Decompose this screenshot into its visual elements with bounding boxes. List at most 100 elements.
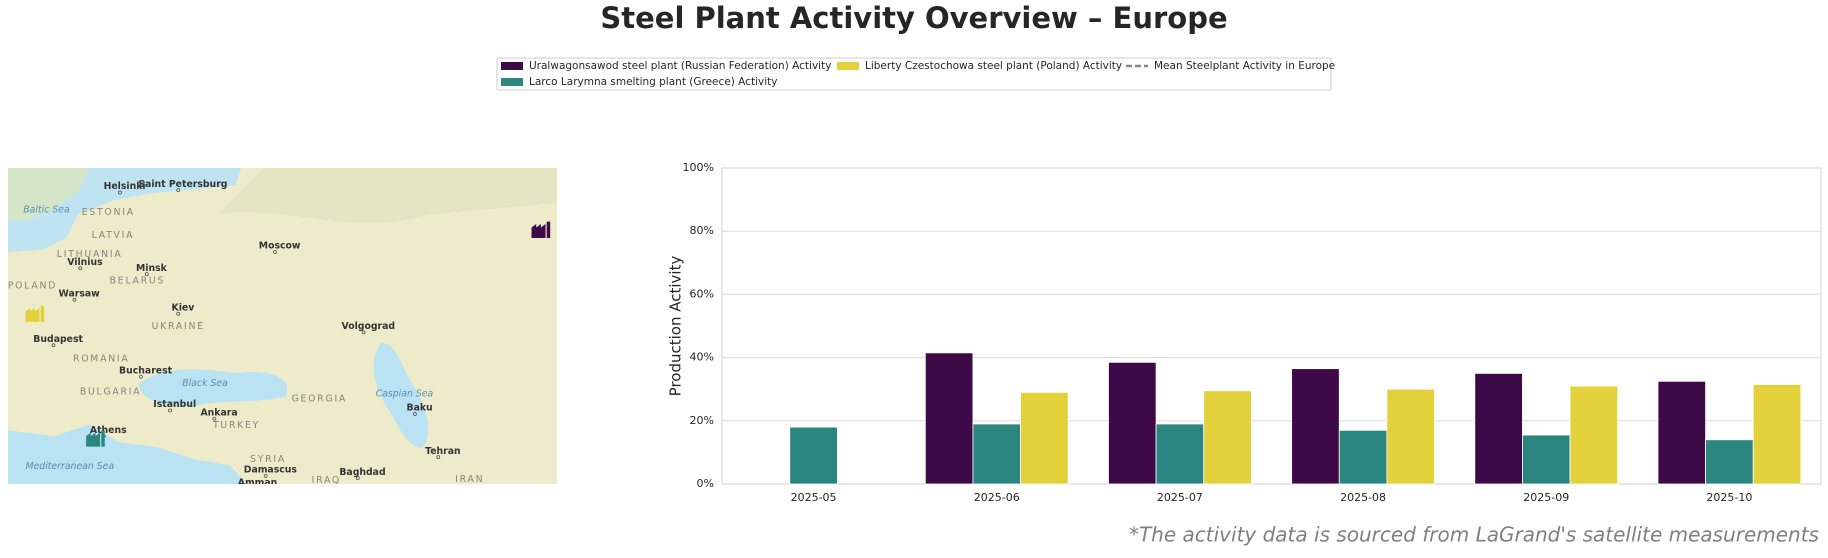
country-label: BELARUS [110, 276, 166, 287]
y-tick-label: 80% [690, 224, 714, 237]
country-label: ROMANIA [73, 354, 130, 365]
bar [1569, 385, 1619, 485]
x-tick-label: 2025-09 [1523, 491, 1569, 504]
plot-frame [721, 167, 1822, 485]
bar [1474, 372, 1523, 485]
x-tick-label: 2025-06 [974, 491, 1020, 504]
city-label: Bucharest [119, 365, 173, 376]
legend-label: Larco Larymna smelting plant (Greece) Ac… [529, 76, 777, 88]
city-label: Athens [90, 425, 127, 436]
city-dot [251, 487, 254, 490]
city-label: Ankara [200, 407, 237, 418]
city-dot [78, 266, 83, 271]
city-dot [263, 473, 268, 478]
city-label: Amman [238, 477, 278, 488]
legend-label: Liberty Czestochowa steel plant (Poland)… [865, 60, 1122, 72]
city-label: Minsk [136, 263, 168, 274]
city-dot [139, 374, 143, 379]
black-sea [138, 369, 288, 407]
y-tick-label: 40% [690, 351, 714, 364]
city-label: Saint Petersburg [138, 179, 227, 190]
country-label: TURKEY [212, 420, 260, 431]
city-dot [168, 408, 172, 413]
country-label: LATVIA [92, 230, 135, 241]
legend-box [496, 57, 1332, 91]
legend-swatch [501, 62, 523, 70]
caspian-sea [373, 342, 429, 448]
footnote: *The activity data is sourced from LaGra… [1129, 523, 1819, 547]
bar [1522, 434, 1571, 485]
country-label: IRAN [455, 474, 484, 485]
city-dot [176, 188, 181, 193]
city-label: Istanbul [153, 399, 196, 410]
chart-title: Steel Plant Activity Overview – Europe [600, 1, 1227, 35]
bar [1203, 390, 1252, 485]
bar [924, 352, 974, 485]
mediterranean-sea [8, 424, 248, 484]
city-dot [72, 297, 77, 302]
legend-swatch [501, 78, 523, 86]
plant-icon [25, 305, 45, 322]
y-axis-label: Production Activity [667, 256, 685, 397]
plant-icon [531, 221, 551, 238]
country-label: BULGARIA [80, 386, 142, 397]
country-label: ESTONIA [82, 207, 135, 218]
bar [1020, 391, 1069, 485]
bar [1291, 368, 1340, 485]
y-tick-label: 20% [690, 414, 714, 427]
bar [1657, 380, 1707, 485]
city-label: Damascus [244, 464, 298, 475]
y-tick-label: 60% [690, 287, 714, 300]
legend-label: Uralwagonsawod steel plant (Russian Fede… [529, 60, 831, 72]
city-label: Moscow [259, 241, 301, 252]
city-label: Kiev [172, 302, 195, 313]
city-label: Baghdad [339, 467, 385, 478]
bar [1338, 429, 1388, 485]
map-land [8, 168, 90, 221]
bar [1705, 439, 1754, 485]
sea-label: Black Sea [182, 378, 228, 389]
country-label: LITHUANIA [57, 249, 123, 260]
legend-label: Mean Steelplant Activity in Europe [1154, 60, 1335, 72]
legend-swatch [837, 62, 859, 70]
country-label: UKRAINE [152, 321, 205, 332]
bar [1155, 423, 1205, 485]
sea-label: Caspian Sea [376, 389, 434, 400]
city-dot [361, 330, 366, 335]
city-label: Baku [406, 403, 432, 414]
x-tick-label: 2025-05 [791, 491, 837, 504]
bar [789, 426, 838, 485]
city-dot [436, 455, 441, 460]
country-label: POLAND [8, 280, 57, 291]
city-dot [144, 272, 149, 276]
city-label: Warsaw [59, 288, 101, 299]
country-label: GEORGIA [292, 393, 347, 404]
x-tick-label: 2025-10 [1706, 491, 1752, 504]
city-dot [212, 416, 217, 421]
city-dot [51, 343, 56, 348]
country-label: IRAQ [312, 475, 341, 486]
city-dot [176, 311, 181, 316]
bar [972, 423, 1021, 485]
x-tick-label: 2025-08 [1340, 491, 1386, 504]
y-tick-label: 100% [683, 161, 714, 174]
sea-label: Baltic Sea [23, 204, 70, 215]
bar [1386, 388, 1435, 485]
sea-label: Mediterranean Sea [26, 461, 115, 472]
city-label: Vilnius [67, 257, 103, 268]
plant-icon [86, 430, 105, 447]
bar [1108, 361, 1157, 485]
city-dot [413, 412, 417, 416]
city-label: Volgograd [342, 321, 396, 332]
map-land [8, 401, 96, 431]
city-dot [355, 476, 360, 481]
bar [1752, 384, 1802, 485]
city-label: Tehran [425, 446, 461, 457]
y-tick-label: 0% [697, 477, 714, 490]
city-label: Budapest [33, 334, 83, 345]
x-tick-label: 2025-07 [1157, 491, 1203, 504]
city-label: Helsinki [104, 181, 146, 192]
city-dot [273, 250, 277, 254]
